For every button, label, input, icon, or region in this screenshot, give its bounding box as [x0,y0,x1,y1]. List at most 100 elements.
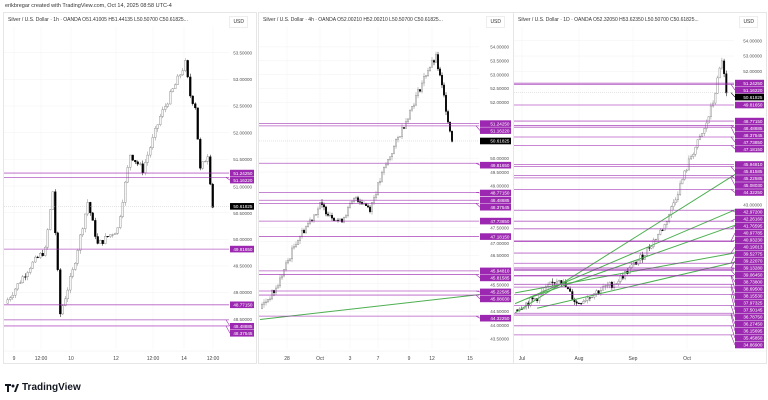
candle-up [387,159,389,165]
candle-up [529,297,532,306]
candle-up [694,146,697,155]
candle-up [184,60,187,71]
candle-up [154,128,157,138]
level-price-badge [735,86,764,94]
candle-up [151,137,154,148]
level-price-label: 45.94810 [743,162,763,167]
currency-button[interactable]: USD [229,16,248,28]
label-connector [475,315,481,319]
candle-up [683,170,686,180]
candle-up [283,269,285,277]
level-price-badge [480,120,511,127]
level-price-label: 48.37545 [233,331,253,336]
level-price-label: 38.69500 [743,287,763,292]
candle-up [720,60,723,69]
candle-down [331,215,333,219]
candle-down [141,163,144,173]
price-tick-label: 48.50000 [233,317,252,322]
candle-up [206,156,209,162]
candle-up [124,181,127,203]
level-price-label: 38.73800 [743,280,763,285]
level-price-label: 39.22070 [743,259,763,264]
level-price-badge [735,250,764,258]
candle-up [64,298,67,306]
level-price-badge [735,299,764,307]
candle-up [31,261,34,269]
candle-up [665,221,668,225]
level-price-badge [735,131,764,139]
label-connector [730,325,736,339]
chart-panel-2[interactable]: Silver / U.S. Dollar · 4h · OANDA O52.00… [258,12,514,364]
candle-up [427,70,429,76]
label-connector [730,125,736,129]
trend-line [525,224,736,300]
label-connector [730,166,736,172]
chart-canvas: 53.50000 53.00000 52.50000 52.00000 51.50000… [4,27,256,362]
candle-up [391,153,393,158]
candle-up [591,297,594,299]
candle-down [553,282,556,284]
chart-panel-3[interactable]: Silver / U.S. Dollar · 1D · OANDA O52.32… [513,12,767,364]
candle-up [69,276,72,291]
candle-up [21,276,24,284]
level-price-label: 37.50145 [743,308,763,313]
candle-up [129,154,132,168]
currency-button[interactable]: USD [486,16,505,28]
level-price-label: 48.77150 [233,303,253,308]
time-tick-label: 10 [68,356,74,362]
candle-down [96,236,99,244]
price-tick-label: 44.50000 [490,309,509,314]
level-price-label: 51.16220 [490,128,510,133]
currency-button[interactable]: USD [739,16,758,28]
candle-down [577,303,580,305]
level-price-label: 45.08030 [490,297,510,302]
candle-up [176,75,179,85]
candle-up [104,236,107,244]
candle-up [429,67,431,71]
candle-up [111,234,114,236]
level-price-badge [230,169,254,177]
candle-down [323,204,325,208]
candle-up [417,89,419,96]
level-price-label: 48.77150 [490,191,510,196]
level-price-badge [480,189,511,197]
level-price-label: 44.32250 [490,316,510,321]
label-connector [730,260,736,269]
level-price-label: 48.37545 [490,205,510,210]
level-price-badge [735,229,764,237]
candle-up [275,287,277,293]
candle-up [299,236,301,241]
label-connector [475,192,481,194]
candle-down [311,219,313,221]
current-price-label: 50.61825 [743,95,763,100]
candle-up [159,116,162,125]
price-tick-label: 43.50000 [490,337,509,342]
candle-up [114,233,117,235]
candle-up [533,298,536,300]
time-tick-label: Oct [316,356,324,362]
level-price-badge [735,222,764,230]
level-price-badge [735,175,764,182]
label-connector [730,92,736,98]
level-price-label: 48.48885 [490,198,510,203]
candle-down [648,247,651,249]
candle-up [399,136,401,138]
time-tick-label: 12 [429,356,435,362]
level-price-label: 45.22585 [743,176,763,181]
label-connector [730,313,736,325]
label-connector [730,189,736,193]
candle-down [359,201,361,203]
label-connector [730,294,736,311]
chart-panel-1[interactable]: Silver / U.S. Dollar · 1h · OANDA O51.41… [3,12,257,364]
level-price-label: 47.18150 [490,234,510,239]
candle-down [56,232,59,270]
price-tick-label: 49.00000 [233,290,252,295]
candle-down [189,76,192,97]
time-tick-label: Sep [629,356,638,362]
price-tick-label: 53.50000 [233,50,252,55]
candle-up [637,260,640,265]
candle-up [349,203,351,208]
level-price-label: 45.81585 [490,276,510,281]
level-price-label: 51.24250 [490,121,510,126]
candle-up [646,247,649,256]
